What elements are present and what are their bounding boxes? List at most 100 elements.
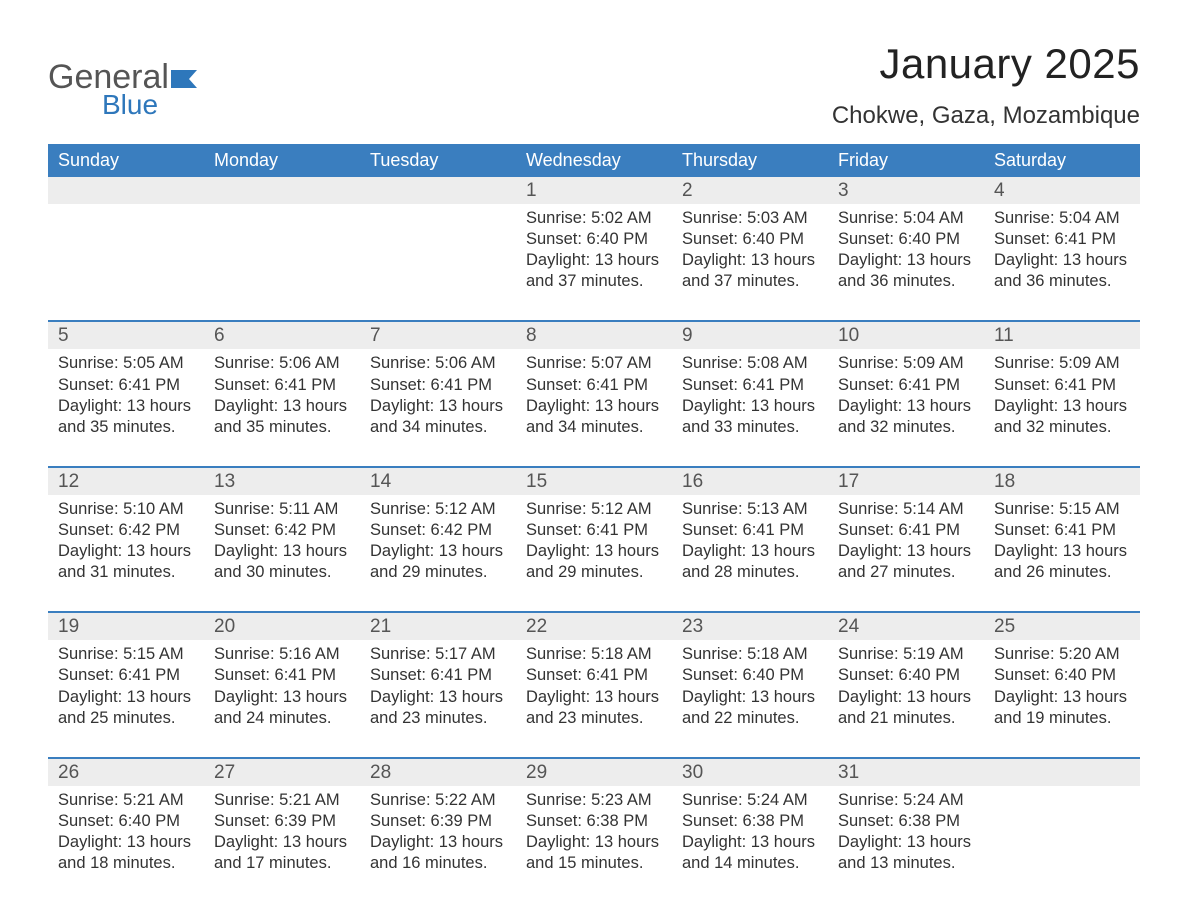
day-cell: Sunrise: 5:12 AMSunset: 6:42 PMDaylight:… — [360, 495, 516, 591]
sunset-text: Sunset: 6:41 PM — [994, 229, 1130, 250]
sunrise-text: Sunrise: 5:06 AM — [370, 353, 506, 374]
sunrise-text: Sunrise: 5:20 AM — [994, 644, 1130, 665]
daylight-text: Daylight: 13 hours and 30 minutes. — [214, 541, 350, 583]
dow-wednesday: Wednesday — [516, 144, 672, 177]
week-body-row: Sunrise: 5:02 AMSunset: 6:40 PMDaylight:… — [48, 204, 1140, 300]
day-cell: Sunrise: 5:04 AMSunset: 6:40 PMDaylight:… — [828, 204, 984, 300]
daylight-text: Daylight: 13 hours and 17 minutes. — [214, 832, 350, 874]
sunrise-text: Sunrise: 5:10 AM — [58, 499, 194, 520]
sunrise-text: Sunrise: 5:22 AM — [370, 790, 506, 811]
day-number: 9 — [672, 322, 828, 349]
daylight-text: Daylight: 13 hours and 23 minutes. — [526, 687, 662, 729]
sunrise-text: Sunrise: 5:15 AM — [994, 499, 1130, 520]
day-number: 20 — [204, 613, 360, 640]
daylight-text: Daylight: 13 hours and 14 minutes. — [682, 832, 818, 874]
sunrise-text: Sunrise: 5:23 AM — [526, 790, 662, 811]
day-number: 17 — [828, 468, 984, 495]
month-title: January 2025 — [832, 40, 1140, 88]
day-cell: Sunrise: 5:07 AMSunset: 6:41 PMDaylight:… — [516, 349, 672, 445]
daylight-text: Daylight: 13 hours and 36 minutes. — [838, 250, 974, 292]
day-cell: Sunrise: 5:24 AMSunset: 6:38 PMDaylight:… — [828, 786, 984, 882]
title-block: January 2025 Chokwe, Gaza, Mozambique — [832, 40, 1140, 130]
day-cell: Sunrise: 5:02 AMSunset: 6:40 PMDaylight:… — [516, 204, 672, 300]
day-cell: Sunrise: 5:14 AMSunset: 6:41 PMDaylight:… — [828, 495, 984, 591]
sunset-text: Sunset: 6:40 PM — [682, 229, 818, 250]
day-number: 24 — [828, 613, 984, 640]
sunrise-text: Sunrise: 5:07 AM — [526, 353, 662, 374]
sunset-text: Sunset: 6:41 PM — [526, 665, 662, 686]
day-cell: Sunrise: 5:03 AMSunset: 6:40 PMDaylight:… — [672, 204, 828, 300]
sunrise-text: Sunrise: 5:18 AM — [682, 644, 818, 665]
header: General Blue January 2025 Chokwe, Gaza, … — [48, 40, 1140, 130]
week-body-row: Sunrise: 5:05 AMSunset: 6:41 PMDaylight:… — [48, 349, 1140, 445]
sunset-text: Sunset: 6:40 PM — [682, 665, 818, 686]
sunrise-text: Sunrise: 5:09 AM — [838, 353, 974, 374]
daylight-text: Daylight: 13 hours and 32 minutes. — [994, 396, 1130, 438]
day-cell: Sunrise: 5:06 AMSunset: 6:41 PMDaylight:… — [204, 349, 360, 445]
logo-text-blue: Blue — [102, 89, 205, 121]
sunset-text: Sunset: 6:38 PM — [526, 811, 662, 832]
day-number: 8 — [516, 322, 672, 349]
sunrise-text: Sunrise: 5:21 AM — [214, 790, 350, 811]
sunset-text: Sunset: 6:42 PM — [370, 520, 506, 541]
sunset-text: Sunset: 6:41 PM — [682, 375, 818, 396]
sunset-text: Sunset: 6:41 PM — [58, 665, 194, 686]
daylight-text: Daylight: 13 hours and 26 minutes. — [994, 541, 1130, 583]
day-number: 7 — [360, 322, 516, 349]
day-cell: Sunrise: 5:05 AMSunset: 6:41 PMDaylight:… — [48, 349, 204, 445]
sunset-text: Sunset: 6:41 PM — [994, 375, 1130, 396]
day-cell: Sunrise: 5:23 AMSunset: 6:38 PMDaylight:… — [516, 786, 672, 882]
sunset-text: Sunset: 6:41 PM — [838, 375, 974, 396]
sunset-text: Sunset: 6:41 PM — [526, 520, 662, 541]
daylight-text: Daylight: 13 hours and 23 minutes. — [370, 687, 506, 729]
sunset-text: Sunset: 6:41 PM — [370, 375, 506, 396]
dow-friday: Friday — [828, 144, 984, 177]
daylight-text: Daylight: 13 hours and 36 minutes. — [994, 250, 1130, 292]
day-cell: Sunrise: 5:22 AMSunset: 6:39 PMDaylight:… — [360, 786, 516, 882]
sunrise-text: Sunrise: 5:18 AM — [526, 644, 662, 665]
daylight-text: Daylight: 13 hours and 33 minutes. — [682, 396, 818, 438]
day-number: 23 — [672, 613, 828, 640]
sunrise-text: Sunrise: 5:04 AM — [838, 208, 974, 229]
logo: General Blue — [48, 40, 205, 121]
daylight-text: Daylight: 13 hours and 18 minutes. — [58, 832, 194, 874]
day-number: 30 — [672, 759, 828, 786]
day-cell: Sunrise: 5:15 AMSunset: 6:41 PMDaylight:… — [48, 640, 204, 736]
day-cell: Sunrise: 5:10 AMSunset: 6:42 PMDaylight:… — [48, 495, 204, 591]
sunrise-text: Sunrise: 5:02 AM — [526, 208, 662, 229]
day-number — [360, 177, 516, 204]
sunset-text: Sunset: 6:41 PM — [838, 520, 974, 541]
day-number: 18 — [984, 468, 1140, 495]
daylight-text: Daylight: 13 hours and 37 minutes. — [682, 250, 818, 292]
day-number: 11 — [984, 322, 1140, 349]
day-number: 6 — [204, 322, 360, 349]
daylight-text: Daylight: 13 hours and 34 minutes. — [370, 396, 506, 438]
day-cell: Sunrise: 5:18 AMSunset: 6:40 PMDaylight:… — [672, 640, 828, 736]
sunrise-text: Sunrise: 5:08 AM — [682, 353, 818, 374]
week-daynum-row: 567891011 — [48, 320, 1140, 349]
dow-thursday: Thursday — [672, 144, 828, 177]
day-cell: Sunrise: 5:15 AMSunset: 6:41 PMDaylight:… — [984, 495, 1140, 591]
day-cell: Sunrise: 5:21 AMSunset: 6:39 PMDaylight:… — [204, 786, 360, 882]
day-number: 25 — [984, 613, 1140, 640]
day-cell — [984, 786, 1140, 882]
day-number: 14 — [360, 468, 516, 495]
sunset-text: Sunset: 6:42 PM — [214, 520, 350, 541]
day-of-week-header: Sunday Monday Tuesday Wednesday Thursday… — [48, 144, 1140, 177]
day-cell: Sunrise: 5:09 AMSunset: 6:41 PMDaylight:… — [828, 349, 984, 445]
daylight-text: Daylight: 13 hours and 16 minutes. — [370, 832, 506, 874]
daylight-text: Daylight: 13 hours and 24 minutes. — [214, 687, 350, 729]
day-number: 19 — [48, 613, 204, 640]
day-number: 4 — [984, 177, 1140, 204]
day-number: 16 — [672, 468, 828, 495]
daylight-text: Daylight: 13 hours and 22 minutes. — [682, 687, 818, 729]
sunset-text: Sunset: 6:39 PM — [370, 811, 506, 832]
sunset-text: Sunset: 6:40 PM — [526, 229, 662, 250]
week-daynum-row: 1234 — [48, 177, 1140, 204]
daylight-text: Daylight: 13 hours and 35 minutes. — [58, 396, 194, 438]
sunrise-text: Sunrise: 5:21 AM — [58, 790, 194, 811]
sunset-text: Sunset: 6:41 PM — [526, 375, 662, 396]
day-number: 15 — [516, 468, 672, 495]
day-cell: Sunrise: 5:16 AMSunset: 6:41 PMDaylight:… — [204, 640, 360, 736]
sunset-text: Sunset: 6:41 PM — [58, 375, 194, 396]
